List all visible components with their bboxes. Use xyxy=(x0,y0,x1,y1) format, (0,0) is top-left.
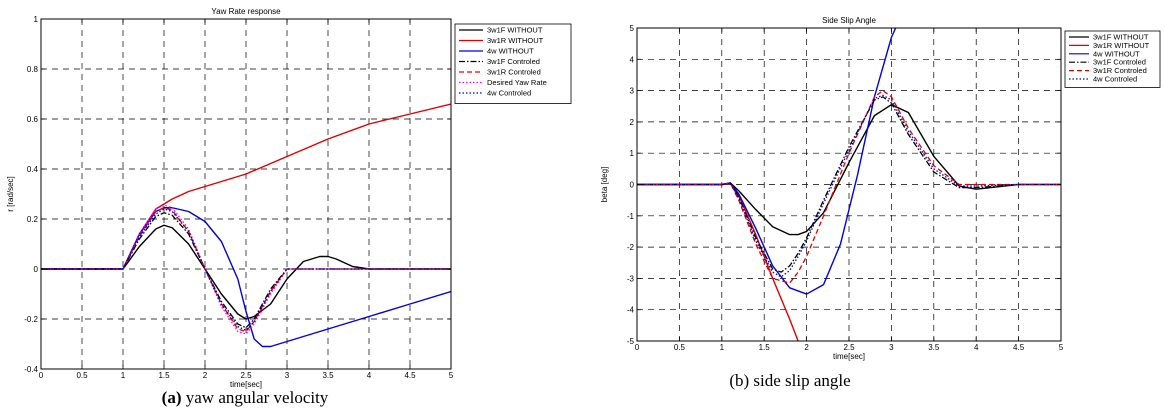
x-axis-label: time[sec] xyxy=(230,380,262,389)
x-tick-label: 1 xyxy=(720,343,725,352)
caption-a-text: yaw angular velocity xyxy=(182,388,329,407)
x-tick-label: 5 xyxy=(449,371,454,380)
legend-label: 3w1R Controled xyxy=(487,68,541,77)
side-slip-chart: 0 0.5 1 1.5 2 2.5 3 3.5 4 4.5 5 -5 -4 -3 -2 -1 0 1 2 3 4 5 Sid… xyxy=(600,16,1161,361)
legend-label: 3w1F Controled xyxy=(487,57,540,66)
legend-label: 4w Controled xyxy=(487,89,531,98)
y-tick-label: -4 xyxy=(627,306,635,315)
x-tick-label: 4 xyxy=(974,343,979,352)
x-tick-label: 2.5 xyxy=(843,343,855,352)
y-tick-label: 1 xyxy=(630,149,635,158)
series-line-3w1r-controled xyxy=(637,89,1061,284)
x-tick-label: 4 xyxy=(367,371,372,380)
y-tick-label: -0.4 xyxy=(24,365,38,374)
y-axis-label: beta [deg] xyxy=(600,167,609,203)
x-tick-label: 1 xyxy=(121,371,126,380)
x-tick-label: 3 xyxy=(889,343,894,352)
grid xyxy=(41,19,451,369)
legend-label: 3w1F WITHOUT xyxy=(1093,33,1149,42)
y-tick-label: -0.2 xyxy=(24,315,38,324)
y-tick-label: 2 xyxy=(630,118,635,127)
y-tick-label: 4 xyxy=(630,55,635,64)
x-tick-label: 3 xyxy=(285,371,290,380)
legend-label: 4w WITHOUT xyxy=(487,47,534,56)
x-tick-label: 2 xyxy=(203,371,208,380)
y-tick-label: -3 xyxy=(627,274,635,283)
legend-label: 3w1R WITHOUT xyxy=(487,36,544,45)
y-tick-label: -1 xyxy=(627,212,635,221)
series-line-3w1f-without xyxy=(41,224,451,320)
y-tick-label: 0.6 xyxy=(27,115,39,124)
series-line-4w-without xyxy=(637,28,897,295)
y-tick-label: 0.2 xyxy=(27,215,39,224)
y-tick-label: 0.4 xyxy=(27,165,39,174)
legend-label: Desired Yaw Rate xyxy=(487,78,547,87)
series-line-4w-controled xyxy=(41,208,451,331)
series-group xyxy=(637,28,1061,341)
legend-label: 4w WITHOUT xyxy=(1093,49,1140,58)
legend-label: 4w Controled xyxy=(1093,75,1137,84)
y-tick-label: 5 xyxy=(630,24,635,33)
legend-box xyxy=(454,23,572,104)
y-tick-label: 3 xyxy=(630,87,635,96)
x-tick-label: 3.5 xyxy=(928,343,940,352)
x-tick-label: 4.5 xyxy=(404,371,416,380)
x-tick-label: 0.5 xyxy=(674,343,686,352)
caption-b: (b) side slip angle xyxy=(729,371,850,390)
legend-label: 3w1R WITHOUT xyxy=(1093,41,1150,50)
series-line-desired-yaw-rate xyxy=(41,204,451,335)
y-tick-label: 0 xyxy=(630,181,635,190)
y-tick-label: -2 xyxy=(627,243,635,252)
series-line-3w1f-without xyxy=(637,103,1061,236)
legend-box xyxy=(1064,30,1161,88)
series-line-4w-controled xyxy=(637,94,1061,278)
x-tick-label: 0 xyxy=(39,371,44,380)
caption-a-label: (a) xyxy=(162,388,182,407)
yaw-rate-chart: 0 0.5 1 1.5 2 2.5 3 3.5 4 4.5 5 -0.4 -0.2 0 0.2 0.4 0.6 0… xyxy=(6,7,572,389)
x-tick-label: 5 xyxy=(1059,343,1064,352)
series-line-3w1f-controled xyxy=(41,212,451,329)
x-tick-label: 0.5 xyxy=(76,371,88,380)
x-tick-label: 0 xyxy=(635,343,640,352)
x-axis-label: time[sec] xyxy=(833,352,865,361)
chart-title: Side Slip Angle xyxy=(822,16,876,25)
series-group xyxy=(41,103,451,348)
legend-label: 3w1F WITHOUT xyxy=(487,26,543,35)
caption-a: (a) yaw angular velocity xyxy=(162,388,329,407)
x-tick-label: 3.5 xyxy=(322,371,334,380)
x-tick-label: 4.5 xyxy=(1013,343,1025,352)
x-tick-label: 2.5 xyxy=(240,371,252,380)
y-tick-label: 0.8 xyxy=(27,65,39,74)
y-tick-label: 1 xyxy=(34,15,39,24)
legend-label: 3w1F Controled xyxy=(1093,58,1146,67)
x-tick-label: 1.5 xyxy=(158,371,170,380)
x-tick-label: 1.5 xyxy=(759,343,771,352)
y-tick-label: 0 xyxy=(34,265,39,274)
y-axis-label: r [rad/sec] xyxy=(6,176,15,212)
chart-title: Yaw Rate response xyxy=(211,7,281,16)
x-tick-label: 2 xyxy=(804,343,809,352)
y-tick-label: -5 xyxy=(627,337,635,346)
series-line-3w1r-without xyxy=(637,182,799,341)
legend-label: 3w1R Controled xyxy=(1093,66,1147,75)
